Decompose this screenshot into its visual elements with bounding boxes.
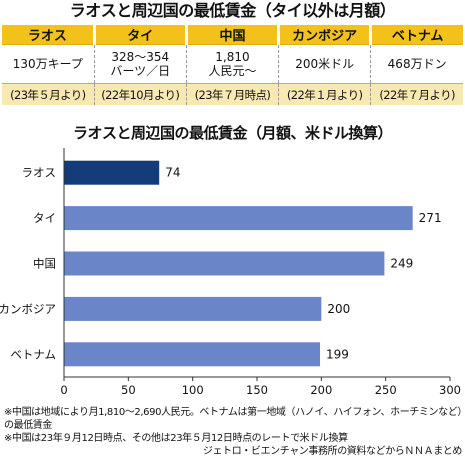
bar-3 [64,296,322,321]
date-cell-china: (23年７月時点) [186,83,280,105]
x-tick-label-2: 100 [182,383,204,397]
value-label-4: 199 [326,347,349,361]
value-label-0: 74 [165,166,180,180]
category-label-2: 中国 [33,257,56,271]
table-date-row: (23年５月より) (22年10月より) (23年７月時点) (22年１月より)… [2,83,463,105]
footnote-1: ※中国は地域により月1,810～2,690人民元。ベトナムは第一地域（ハノイ、ハ… [4,407,462,431]
bar-2 [64,251,385,276]
category-label-1: タイ [33,211,56,225]
date-cell-thailand: (22年10月より) [94,83,187,105]
source-note: ジェトロ・ビエンチャン事務所の資料などからＮＮＡまとめ [202,446,463,457]
table-header-row: ラオス タイ 中国 カンボジア ベトナム [2,25,463,45]
header-cell-cambodia: カンボジア [278,25,373,45]
value-cell-cambodia: 200米ドル [278,44,372,84]
value-label-1: 271 [419,211,442,225]
date-cell-vietnam: (22年７月より) [370,83,463,105]
value-label-2: 249 [390,257,413,271]
header-cell-china: 中国 [186,25,281,45]
header-cell-vietnam: ベトナム [370,25,463,45]
x-tick-label-5: 250 [375,383,397,397]
minimum-wage-table: ラオス タイ 中国 カンボジア ベトナム 130万キープ 328～354 バーツ／… [2,25,463,105]
table-title: ラオスと周辺国の最低賃金（タイ以外は月額） [69,1,396,20]
x-tick-label-6: 300 [439,383,461,397]
category-label-4: ベトナム [10,347,56,361]
chart-title: ラオスと周辺国の最低賃金（月額、米ドル換算） [72,124,393,142]
bar-0 [64,160,160,185]
category-label-3: カンボジア [0,302,56,316]
footnotes: ※中国は地域により月1,810～2,690人民元。ベトナムは第一地域（ハノイ、ハ… [4,406,462,458]
bar-4 [64,342,321,367]
date-cell-laos: (23年５月より) [2,83,95,105]
header-cell-thailand: タイ [94,25,188,45]
category-label-0: ラオス [22,166,57,180]
x-tick-label-1: 50 [121,383,136,397]
x-tick-label-0: 0 [60,383,67,397]
date-cell-cambodia: (22年１月より) [278,83,372,105]
footnote-2: ※中国は23年９月12日時点、その他は23年５月12日時点のレートで米ドル換算 [4,433,348,444]
bar-chart: ラオス 74 タイ 271 中国 249 カンボジア 200 ベトナム 199 0 50 100 150 2… [0,148,461,397]
value-cell-vietnam: 468万ドン [370,44,463,84]
value-cell-china: 1,810 人民元～ [186,44,280,84]
value-cell-laos: 130万キープ [2,44,95,84]
value-label-3: 200 [327,302,350,316]
header-cell-laos: ラオス [2,25,96,45]
table-value-row: 130万キープ 328～354 バーツ／日 1,810 人民元～ 200米ドル 46… [2,44,463,84]
x-tick-label-3: 150 [246,383,268,397]
x-tick-label-4: 200 [310,383,332,397]
value-cell-thailand: 328～354 バーツ／日 [94,44,187,84]
bar-1 [64,206,413,231]
